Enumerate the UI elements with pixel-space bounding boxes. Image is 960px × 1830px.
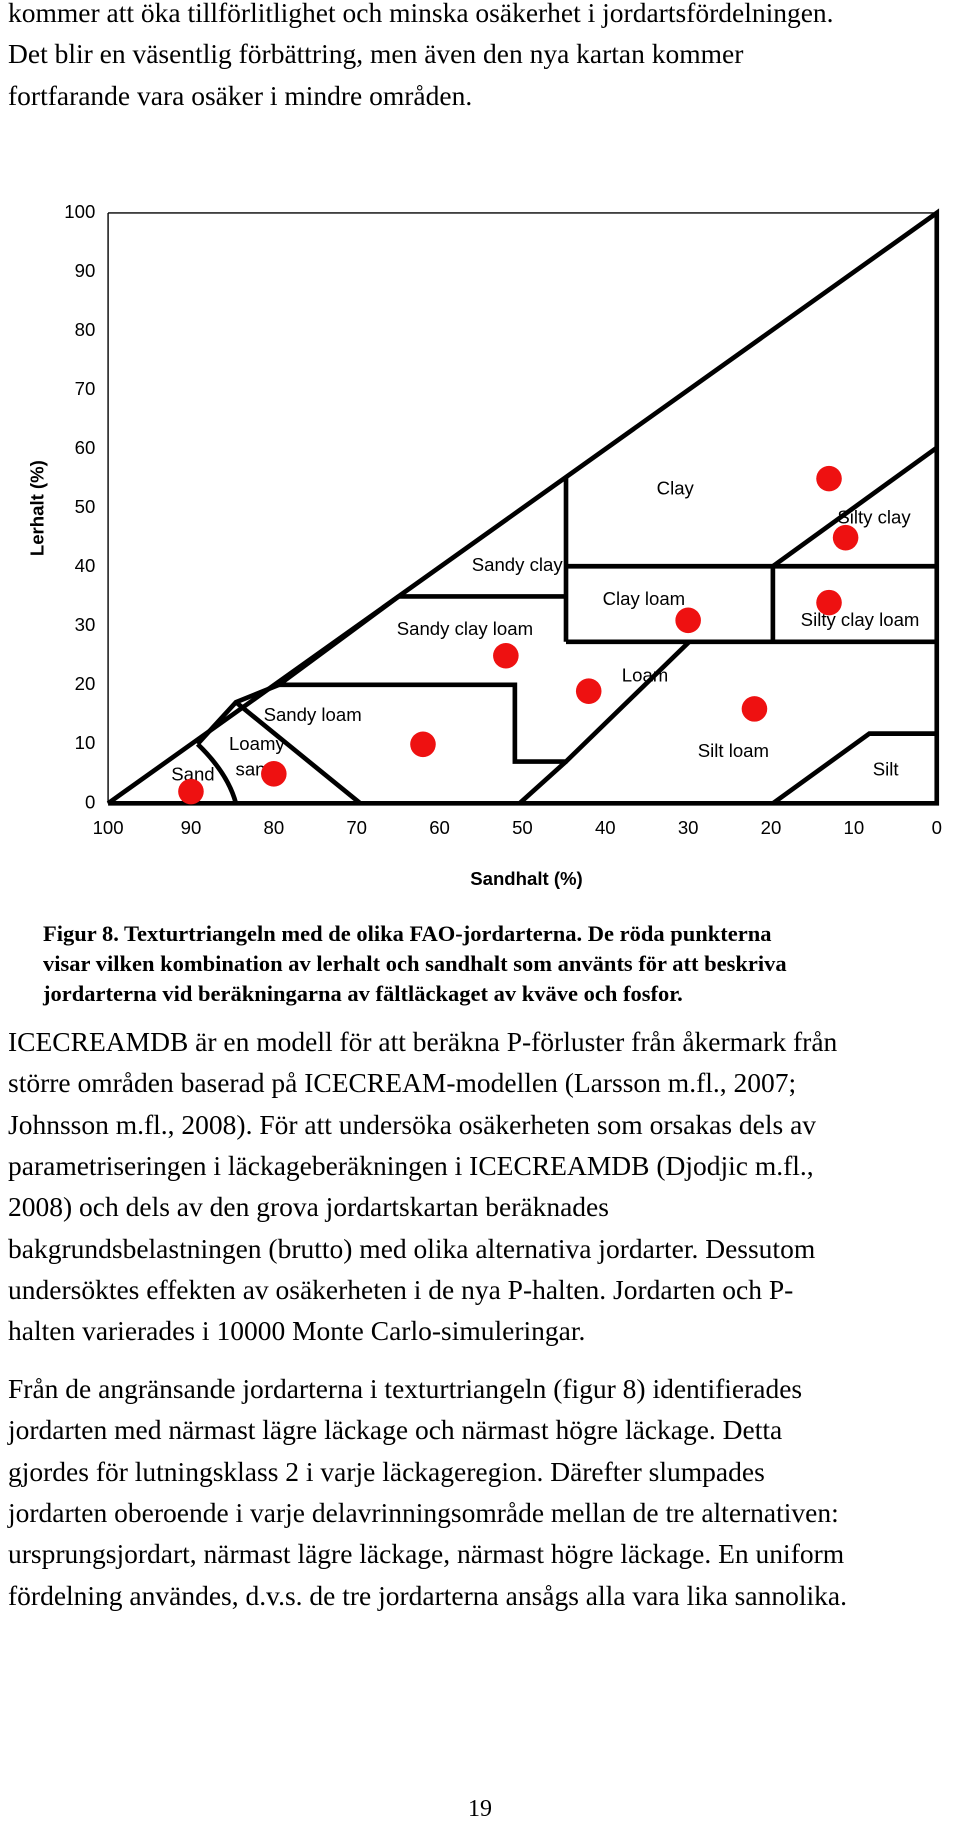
region-label: Silt: [873, 759, 900, 780]
region-label: Sand: [171, 763, 214, 784]
text-line: jordarten oberoende i varje delavrinning…: [8, 1496, 839, 1528]
y-tick-label: 80: [75, 319, 96, 340]
data-point: [178, 778, 204, 805]
x-tick-label: 100: [93, 817, 124, 838]
x-tick-label: 0: [932, 817, 942, 838]
boundary: [234, 700, 362, 806]
y-axis-title: Lerhalt (%): [26, 460, 47, 556]
y-tick-label: 50: [75, 496, 96, 517]
boundary: [278, 640, 691, 764]
text-line: jordarten med närmast lägre läckage och …: [8, 1414, 783, 1446]
y-tick-label: 90: [75, 260, 96, 281]
text-line: gjordes för lutningsklass 2 i varje läck…: [8, 1455, 765, 1487]
x-tick-label: 50: [512, 817, 533, 838]
text-line: halten varierades i 10000 Monte Carlo-si…: [8, 1315, 586, 1347]
boundary: [195, 742, 239, 804]
boundary: [277, 594, 401, 687]
text-line: ICECREAMDB är en modell för att beräkna …: [8, 1026, 838, 1057]
text-line: kommer att öka tillförlitlighet och mins…: [8, 0, 834, 28]
text-line: 2008) och dels av den grova jordartskart…: [8, 1191, 609, 1223]
data-point: [675, 607, 701, 634]
boundary: [771, 731, 937, 806]
region-labels: Clay Silty clay Sandy clay Clay loam Sil…: [171, 477, 919, 784]
caption-line: visar vilken kombination av lerhalt och …: [43, 951, 787, 977]
text-line: fördelning användes, d.v.s. de tre jorda…: [8, 1579, 847, 1611]
y-tick-label: 30: [75, 614, 96, 635]
data-point: [832, 524, 859, 551]
plot-frame: [107, 212, 937, 804]
text-line: Johnsson m.fl., 2008). För att undersöka…: [8, 1108, 817, 1140]
text-line: bakgrundsbelastningen (brutto) med olika…: [8, 1232, 816, 1264]
x-tick-label: 40: [595, 817, 616, 838]
boundary: [517, 759, 568, 806]
y-tick-label: 10: [75, 732, 96, 753]
data-point: [741, 696, 768, 722]
data-point: [816, 465, 842, 492]
x-tick-label: 60: [429, 817, 450, 838]
region-label: Loamy: [229, 733, 285, 754]
caption-line: jordarterna vid beräkningarna av fältläc…: [43, 981, 683, 1007]
y-tick-label: 40: [75, 555, 96, 576]
region-boundaries: [106, 208, 940, 806]
boundary: [771, 445, 939, 569]
x-tick-label: 30: [678, 817, 699, 838]
x-tick-label: 90: [181, 817, 202, 838]
data-point: [816, 589, 842, 616]
region-label: Silty clay loam: [801, 609, 920, 630]
text-line: ursprungsjordart, närmast lägre läckage,…: [8, 1538, 845, 1570]
y-tick-label: 60: [75, 437, 96, 458]
caption-line: Figur 8. Texturtriangeln med de olika FA…: [43, 921, 772, 946]
region-label: Sandy loam: [264, 704, 362, 725]
x-tick-label: 10: [844, 817, 865, 838]
page-number: 19: [468, 1796, 492, 1822]
region-label: Sandy clay loam: [397, 618, 533, 639]
x-tick-label: 80: [263, 817, 284, 838]
y-tick-label: 20: [75, 673, 96, 694]
text-line: Det blir en väsentlig förbättring, men ä…: [8, 38, 744, 70]
data-point: [410, 731, 436, 758]
y-tick-label: 100: [64, 201, 95, 222]
region-label: Loam: [622, 665, 668, 686]
region-label: Silt loam: [698, 740, 769, 761]
y-tick-label: 70: [75, 378, 96, 399]
region-label: Clay: [657, 477, 695, 498]
data-point: [261, 761, 287, 787]
text-line: parametriseringen i läckageberäkningen i…: [8, 1149, 814, 1181]
x-tick-label: 20: [761, 817, 782, 838]
data-point: [493, 642, 519, 669]
text-line: Från de angränsande jordarterna i textur…: [8, 1373, 803, 1404]
x-tick-label: 70: [346, 817, 367, 838]
region-label: Silty clay: [837, 507, 911, 528]
data-point: [575, 678, 602, 704]
region-label: Sandy clay: [472, 554, 564, 575]
texture-triangle-chart: Clay Silty clay Sandy clay Clay loam Sil…: [26, 201, 942, 889]
region-label: Clay loam: [603, 588, 686, 609]
x-axis-title: Sandhalt (%): [470, 868, 583, 889]
text-line: fortfarande vara osäker i mindre områden…: [8, 79, 473, 111]
text-line: undersöktes effekten av osäkerheten i de…: [8, 1273, 794, 1305]
triangle-outline: [106, 208, 940, 806]
y-tick-label: 0: [85, 791, 95, 812]
text-line: större områden baserad på ICECREAM-model…: [8, 1067, 797, 1099]
